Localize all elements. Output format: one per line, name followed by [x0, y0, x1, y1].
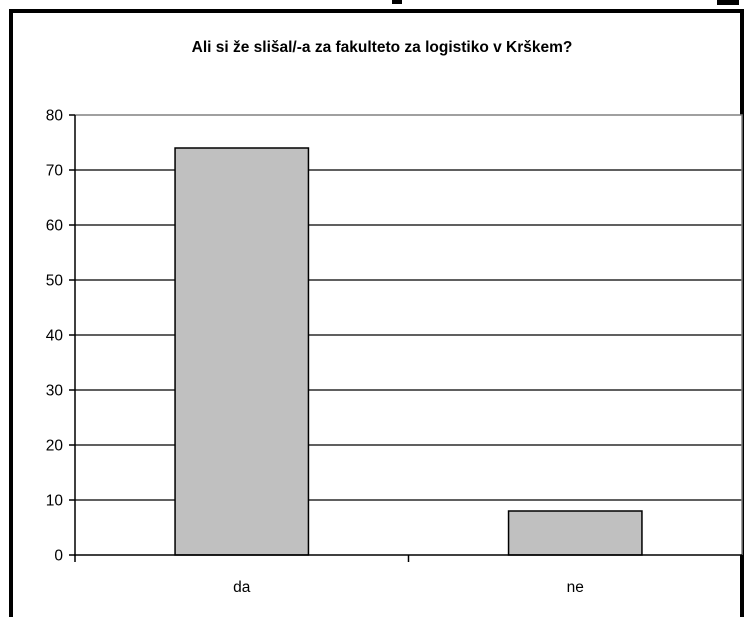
- cropped-heading-fragment: [717, 0, 739, 5]
- y-tick-label: 20: [46, 438, 64, 455]
- y-tick-label: 40: [46, 328, 64, 345]
- y-tick-label: 50: [46, 273, 64, 290]
- y-tick-label: 0: [54, 548, 63, 565]
- plot-border: [75, 114, 743, 555]
- x-category-label-da: da: [233, 579, 251, 596]
- y-tick-label: 10: [46, 493, 64, 510]
- bar-ne: [507, 510, 643, 556]
- axes: [69, 114, 743, 562]
- y-tick-label: 60: [46, 218, 64, 235]
- bar-da: [174, 147, 310, 556]
- y-tick-label: 70: [46, 163, 64, 180]
- cropped-heading-fragment: [392, 0, 402, 4]
- plot-area: 0 10 20 30 40 50 60 70 80 da ne: [46, 108, 743, 596]
- chart-title: Ali si že slišal/-a za fakulteto za logi…: [192, 39, 573, 56]
- y-tick-labels: 0 10 20 30 40 50 60 70 80: [46, 108, 64, 565]
- bars: [174, 147, 643, 556]
- x-category-label-ne: ne: [567, 579, 584, 596]
- y-tick-label: 30: [46, 383, 64, 400]
- y-tick-label: 80: [46, 108, 64, 125]
- x-tick-labels: da ne: [233, 579, 584, 596]
